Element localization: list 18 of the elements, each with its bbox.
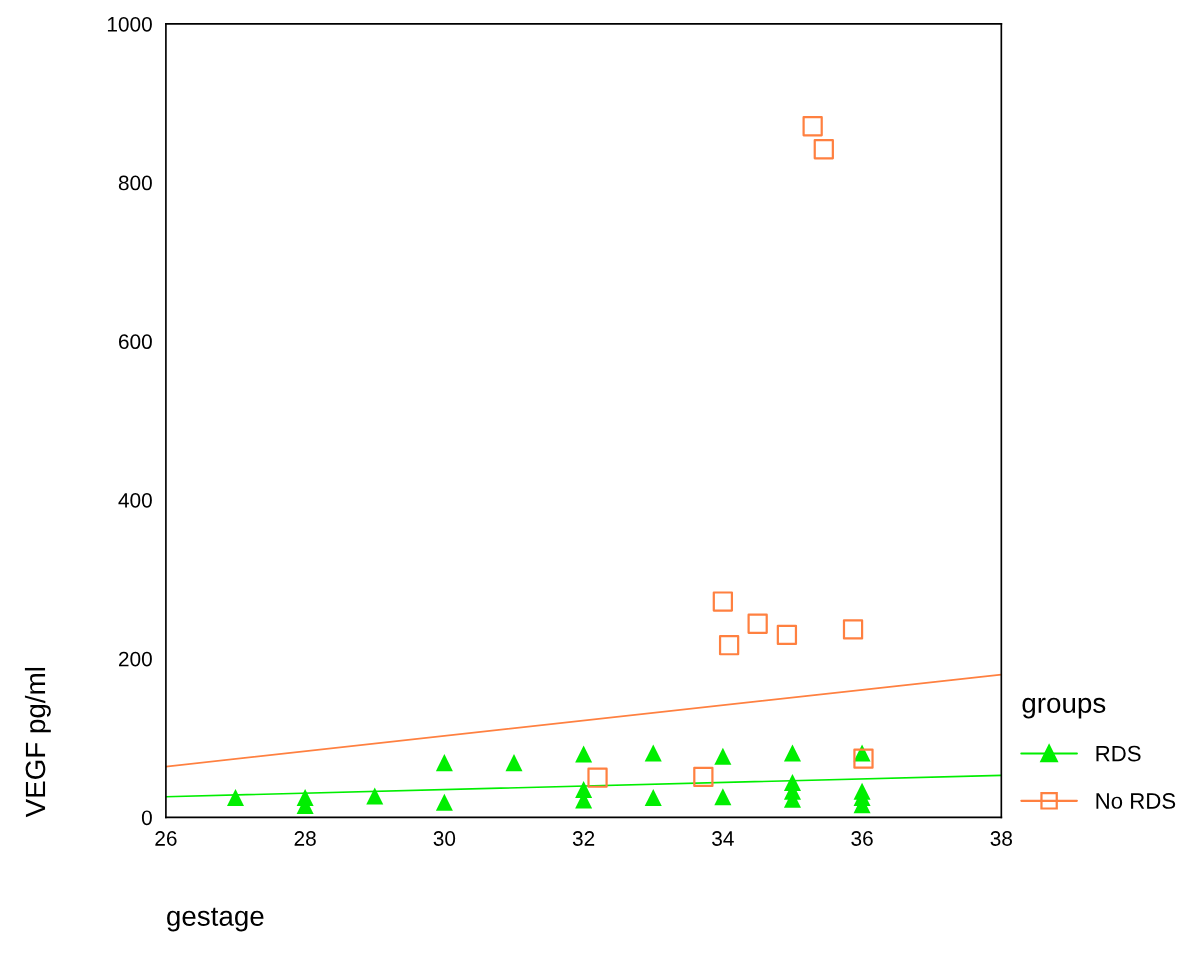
x-tick-label: 32 (572, 831, 595, 846)
y-tick-label: 400 (118, 492, 152, 508)
x-tick-label: 34 (712, 831, 734, 846)
legend-label: RDS (1096, 745, 1141, 762)
x-tick-label: 30 (433, 831, 456, 846)
y-tick-label: 600 (119, 334, 152, 350)
x-tick-label: 36 (851, 831, 873, 846)
y-tick-label: 1000 (107, 16, 152, 32)
x-tick-label: 38 (990, 831, 1013, 846)
x-tick-label: 28 (294, 831, 316, 846)
x-tick-label: 26 (155, 831, 177, 846)
legend-label: No RDS (1096, 793, 1176, 809)
y-axis-title: VEGF pg/ml (24, 667, 51, 818)
x-axis-title: gestage (167, 907, 264, 932)
legend-title: groups (1022, 697, 1106, 719)
y-tick-label: 0 (141, 810, 152, 826)
y-tick-label: 200 (119, 651, 152, 667)
y-tick-label: 800 (118, 175, 152, 191)
